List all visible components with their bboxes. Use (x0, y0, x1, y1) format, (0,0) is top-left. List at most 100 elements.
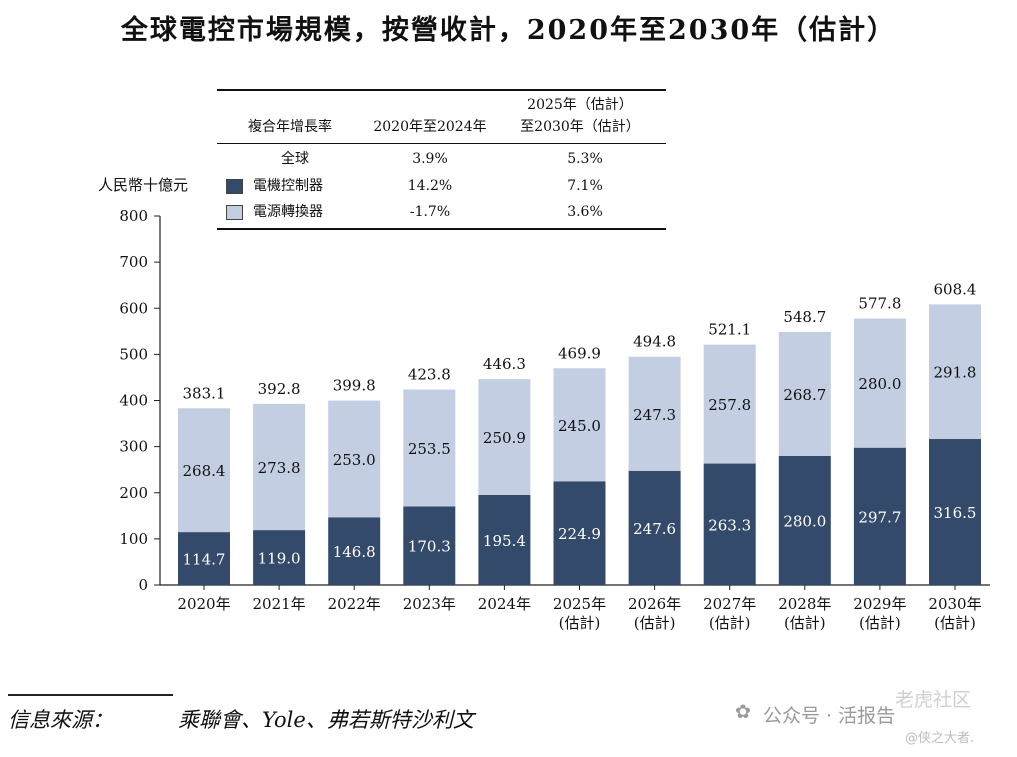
y-tick-label: 500 (119, 345, 148, 363)
cagr-table-header: 複合年增長率 2020年至2024年 2025年（估計） 至2030年（估計） (217, 91, 666, 144)
chart-title: 全球電控市場規模，按營收計，2020年至2030年（估計） (120, 15, 897, 46)
x-tick-label: 2029年 (853, 595, 906, 613)
x-tick-label: 2021年 (253, 595, 306, 613)
cagr-row-global: 全球 3.9% 5.3% (217, 147, 666, 175)
data-label-power-converter: 291.8 (934, 364, 977, 382)
source-text: 乘聯會、Yole、弗若斯特沙利文 (178, 708, 474, 732)
x-tick-label: 2027年 (703, 595, 756, 613)
cagr-row-power-converter: 電源轉換器 -1.7% 3.6% (217, 200, 666, 228)
bar-segment-power-converter (703, 344, 756, 464)
x-tick-label: 2025年 (553, 595, 606, 613)
x-tick-label: 2024年 (478, 595, 531, 613)
x-tick-label: (估計) (859, 614, 901, 632)
data-label-power-converter: 280.0 (858, 375, 901, 393)
bar-segment-power-converter (178, 408, 230, 533)
cagr-header-period1: 2020年至2024年 (373, 119, 487, 135)
bar-segment-motor-controller (553, 481, 606, 585)
source-label: 信息來源： (8, 708, 113, 732)
bar-segment-power-converter (478, 379, 531, 495)
data-label-motor-controller: 247.6 (633, 520, 676, 538)
data-label-power-converter: 268.7 (783, 386, 826, 404)
data-label-power-converter: 268.4 (183, 462, 226, 480)
bar-segment-motor-controller (328, 517, 381, 585)
bar-segment-motor-controller (403, 506, 456, 585)
cagr-row-v1: 3.9% (412, 151, 448, 167)
legend-swatch-motor-controller (226, 179, 243, 194)
data-label-motor-controller: 297.7 (858, 508, 901, 526)
data-label-total: 392.8 (258, 380, 301, 398)
data-label-motor-controller: 195.4 (483, 532, 526, 550)
data-label-total: 577.8 (858, 295, 901, 313)
y-tick-label: 200 (119, 484, 148, 502)
bar-segment-motor-controller (929, 439, 981, 585)
watermark-author: @侠之大者. (905, 731, 975, 746)
data-label-power-converter: 253.0 (333, 451, 376, 469)
bar-segment-power-converter (328, 400, 381, 518)
bar-segment-power-converter (553, 368, 606, 482)
data-label-motor-controller: 280.0 (783, 512, 826, 530)
cagr-row-v1: 14.2% (407, 178, 453, 194)
bar-segment-motor-controller (628, 470, 681, 585)
bar-segment-power-converter (778, 331, 831, 456)
cagr-row-v1: -1.7% (409, 204, 451, 220)
y-tick-label: 100 (119, 530, 148, 548)
data-label-total: 521.1 (708, 321, 751, 339)
cagr-row-motor-controller: 電機控制器 14.2% 7.1% (217, 174, 666, 202)
data-label-motor-controller: 170.3 (408, 538, 451, 556)
y-tick-label: 300 (119, 438, 148, 456)
data-label-power-converter: 273.8 (258, 459, 301, 477)
bar-segment-motor-controller (778, 455, 831, 585)
bar-segment-motor-controller (703, 463, 756, 585)
watermark-wechat-icon: ✿ (735, 701, 751, 723)
data-label-motor-controller: 119.0 (258, 550, 301, 568)
data-label-power-converter: 247.3 (633, 406, 676, 424)
x-tick-label: (估計) (934, 614, 976, 632)
cagr-header-segment: 複合年增長率 (248, 119, 332, 135)
cagr-row-label: 電源轉換器 (253, 204, 323, 220)
bar-segment-motor-controller (178, 532, 230, 585)
data-label-total: 608.4 (934, 280, 977, 298)
data-label-motor-controller: 224.9 (558, 525, 601, 543)
data-label-motor-controller: 316.5 (934, 504, 977, 522)
cagr-header-period2-line1: 2025年（估計） (527, 97, 633, 113)
data-label-total: 469.9 (558, 344, 601, 362)
bar-segment-motor-controller (478, 494, 531, 585)
y-tick-label: 400 (119, 392, 148, 410)
x-tick-label: 2023年 (403, 595, 456, 613)
data-label-total: 399.8 (333, 377, 376, 395)
bar-segment-motor-controller (853, 447, 906, 585)
x-tick-label: 2026年 (628, 595, 681, 613)
x-tick-label: 2020年 (177, 595, 230, 613)
x-tick-label: (估計) (784, 614, 826, 632)
watermark-community: 老虎社区 (895, 689, 972, 711)
y-axis-unit-label: 人民幣十億元 (98, 176, 189, 194)
cagr-header-period2-line2: 至2030年（估計） (520, 119, 640, 135)
data-label-motor-controller: 146.8 (333, 543, 376, 561)
source-note: 信息來源： 乘聯會、Yole、弗若斯特沙利文 (8, 704, 474, 734)
data-label-motor-controller: 263.3 (708, 516, 751, 534)
x-tick-label: 2030年 (928, 595, 981, 613)
data-label-power-converter: 245.0 (558, 417, 601, 435)
x-tick-label: 2022年 (328, 595, 381, 613)
x-tick-label: 2028年 (778, 595, 831, 613)
bar-segment-power-converter (253, 403, 306, 531)
data-label-total: 446.3 (483, 355, 526, 373)
data-label-total: 383.1 (183, 384, 226, 402)
y-tick-label: 600 (119, 299, 148, 317)
cagr-row-v2: 7.1% (567, 178, 603, 194)
data-label-total: 494.8 (633, 333, 676, 351)
cagr-row-v2: 5.3% (567, 151, 603, 167)
data-label-power-converter: 257.8 (708, 396, 751, 414)
bar-segment-motor-controller (253, 530, 306, 585)
data-label-motor-controller: 114.7 (183, 551, 226, 569)
bar-segment-power-converter (403, 389, 456, 507)
data-label-power-converter: 250.9 (483, 429, 526, 447)
x-tick-label: (估計) (709, 614, 751, 632)
bar-segment-power-converter (853, 318, 906, 448)
cagr-row-label: 全球 (281, 151, 309, 167)
legend-swatch-power-converter (226, 205, 243, 220)
bar-segment-power-converter (929, 304, 981, 440)
cagr-row-label: 電機控制器 (253, 178, 323, 194)
data-label-total: 548.7 (783, 308, 826, 326)
